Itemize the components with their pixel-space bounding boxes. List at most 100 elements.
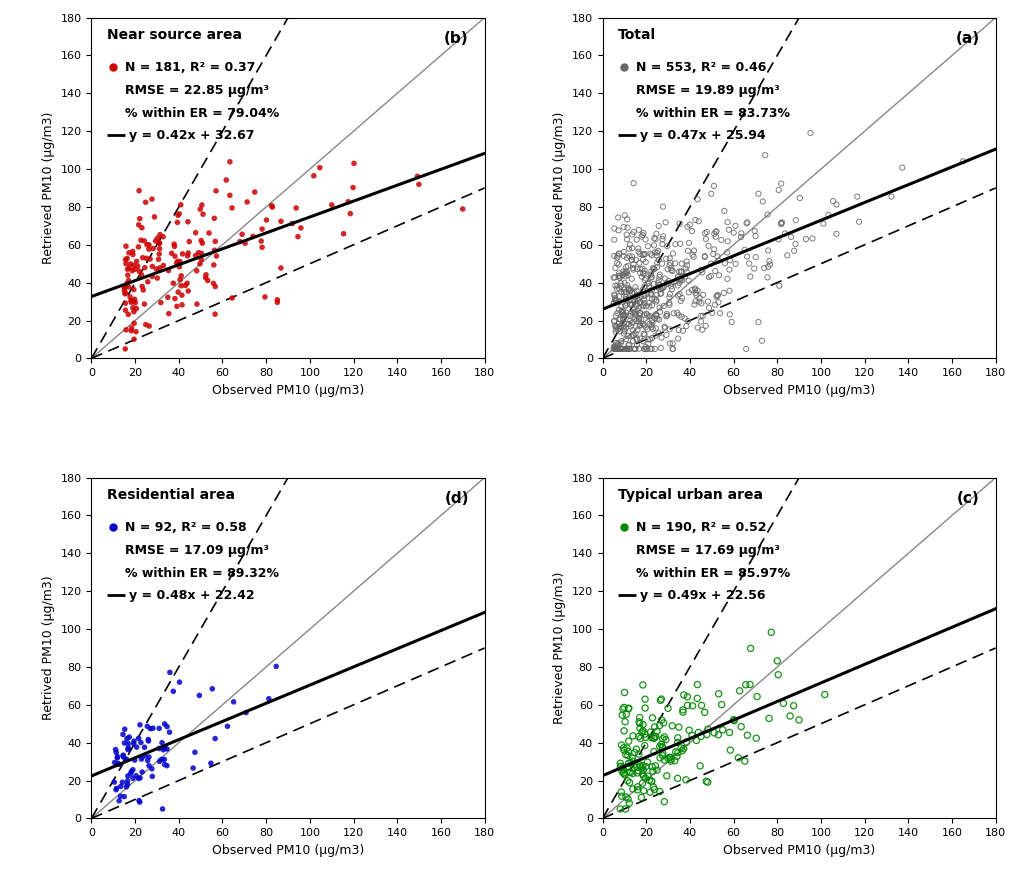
Point [134,251,150,265]
Point [681,723,697,737]
Point [647,246,663,260]
Point [732,684,748,698]
Point [648,309,664,323]
Point [613,756,629,770]
Point [680,314,696,328]
Point [761,254,777,268]
Point [798,232,814,246]
Point [684,224,700,238]
Point [740,728,756,742]
Point [849,189,866,203]
Point [617,686,633,700]
Point [619,265,635,279]
Point [687,282,703,296]
Point [636,327,652,341]
Point [116,281,132,295]
Point [622,297,638,312]
Point [650,253,666,267]
Point [626,341,642,356]
Point [820,208,836,222]
Point [731,751,747,765]
Point [161,263,177,277]
Point [615,268,631,282]
Point [625,754,641,768]
Point [612,282,628,296]
Point [151,247,168,261]
Point [609,341,625,356]
Point [615,306,631,320]
Point [726,714,743,728]
Point [775,696,791,710]
Point [629,283,645,297]
Point [618,790,634,804]
Point [633,230,649,244]
Point [615,341,631,356]
Point [650,281,666,295]
Point [627,341,643,356]
Point [624,253,640,267]
Point [649,312,665,326]
Point [687,297,703,312]
Point [134,750,150,764]
Point [693,309,709,323]
Point [616,249,632,263]
Point [675,324,691,338]
Point [624,253,640,267]
Point [777,226,793,240]
Point [197,271,213,285]
Point [641,299,657,313]
Point [179,276,195,290]
Point [125,301,141,315]
Point [672,287,688,301]
Point [751,315,767,329]
Point [148,262,165,276]
Point [618,265,634,279]
Point [655,715,672,730]
Point [717,256,734,270]
Point [618,341,634,356]
Point [622,775,638,789]
Point [125,247,141,261]
Point [610,322,626,336]
Point [619,317,635,331]
Point [123,295,139,309]
Point [632,306,648,320]
Point [635,763,651,777]
Point [640,333,656,347]
Point [699,225,715,239]
Point [661,252,678,266]
Point [117,341,133,356]
Point [324,198,340,212]
Point [619,741,635,755]
Point [130,240,146,254]
Point [622,313,638,327]
Point [650,276,666,290]
Point [614,738,630,752]
Point [677,312,693,326]
Point [637,289,653,303]
Point [621,294,637,308]
Point [115,748,131,762]
Point [710,288,726,302]
Point [136,740,152,754]
Point [715,286,732,300]
Point [670,278,686,292]
Point [640,239,656,253]
Point [181,235,197,249]
Point [620,744,636,759]
Point [123,324,139,338]
Point [769,654,785,668]
Point [652,304,669,319]
Point [128,768,144,782]
Point [619,212,635,226]
Point [678,773,694,787]
Point [712,306,728,320]
Point [637,232,653,246]
Point [669,750,685,764]
Point [206,243,223,257]
Point [273,261,290,275]
Point [674,310,690,324]
Point [828,227,844,241]
Point [141,750,157,764]
Point [606,288,622,302]
